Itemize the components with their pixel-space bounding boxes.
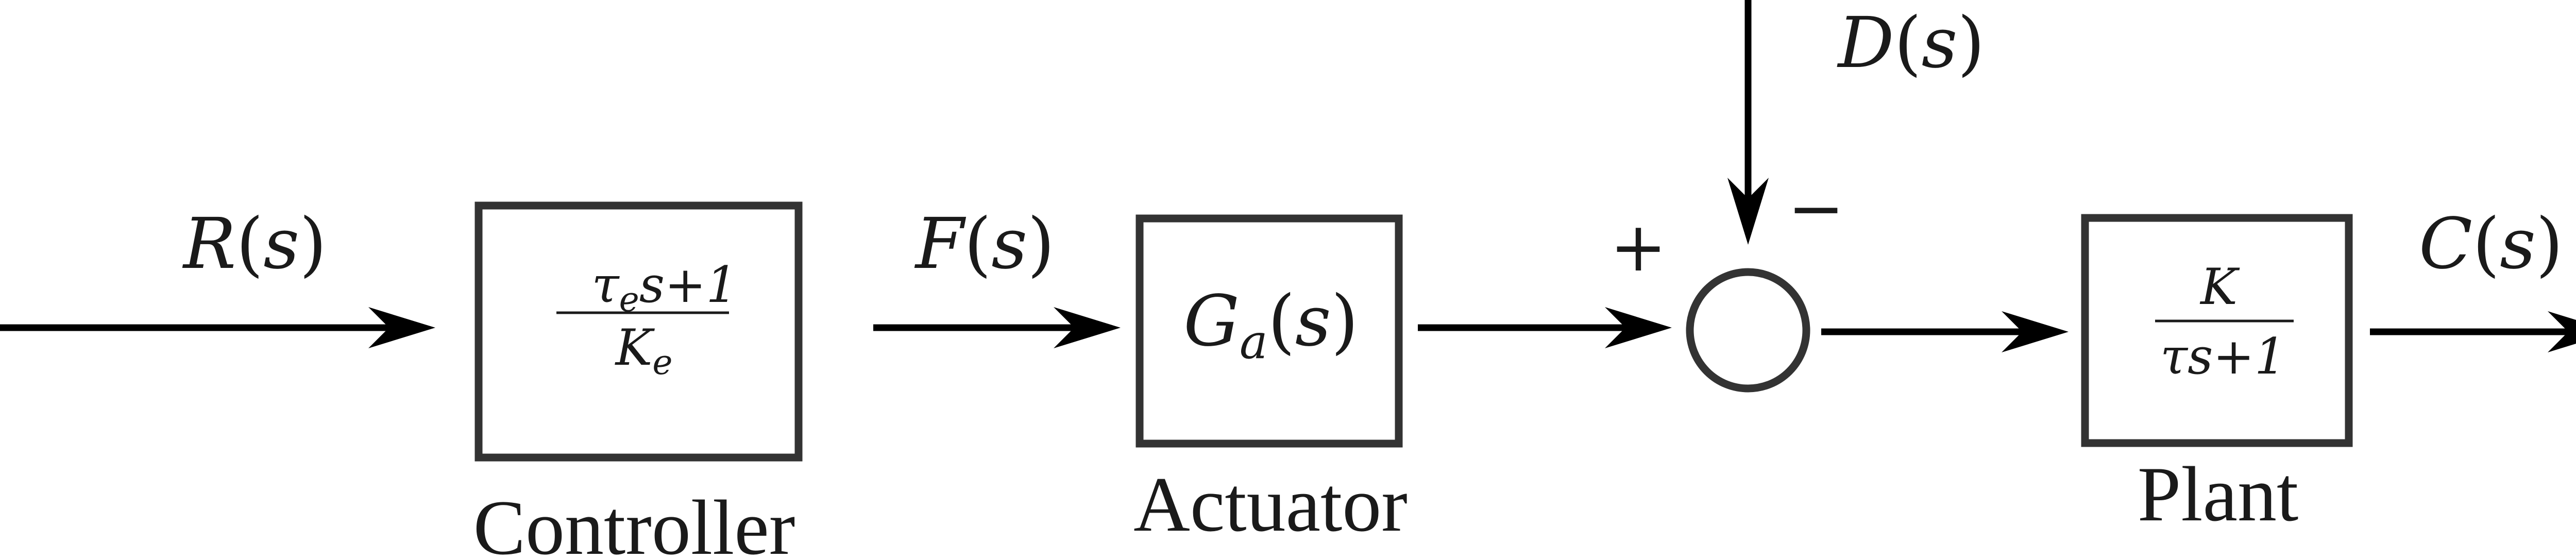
plant-denominator: τs+1 — [2160, 328, 2286, 385]
plant-block — [2081, 214, 2353, 447]
controller-gain-K: K — [615, 319, 655, 377]
disturbance-arg: s — [1922, 3, 1958, 84]
junction-minus-sign: − — [1788, 169, 1845, 248]
actuator-arg: s — [1295, 281, 1331, 362]
output-signal-label: C(s) — [2419, 204, 2563, 285]
actuator-G: G — [1183, 281, 1240, 362]
svg-text:τes+1: τes+1 — [592, 256, 738, 319]
controller-to-actuator-arrow — [873, 307, 1121, 348]
actuator-transfer-function: Ga(s) — [1183, 281, 1358, 369]
controller-tau: τ — [592, 256, 620, 314]
feedforward-arg: s — [991, 204, 1027, 285]
summing-junction — [1686, 268, 1810, 393]
junction-to-plant-arrow — [1821, 311, 2069, 352]
controller-block — [474, 201, 803, 462]
controller-numerator-rest: s+1 — [639, 256, 738, 314]
disturbance-arrow — [1727, 0, 1769, 245]
plant-numerator: K — [2199, 258, 2240, 316]
reference-fn: R — [182, 204, 236, 285]
disturbance-signal-label: D(s) — [1837, 3, 1985, 84]
feedforward-signal-label: F(s) — [914, 204, 1055, 285]
controller-transfer-function: τes+1 Ke — [556, 256, 737, 382]
controller-gain-subscript: e — [652, 343, 672, 382]
actuator-block — [1136, 214, 1403, 448]
output-fn: C — [2419, 204, 2472, 285]
svg-text:Ke: Ke — [615, 319, 673, 382]
reference-signal-label: R(s) — [182, 204, 327, 285]
junction-plus-sign: + — [1610, 208, 1667, 287]
input-arrow — [0, 307, 435, 348]
plant-caption: Plant — [2138, 451, 2298, 537]
plant-transfer-function: K τs+1 — [2155, 258, 2294, 385]
output-arrow — [2370, 311, 2576, 352]
actuator-subscript: a — [1240, 314, 1268, 369]
feedforward-fn: F — [914, 204, 967, 285]
reference-arg: s — [263, 204, 299, 285]
actuator-caption: Actuator — [1133, 461, 1408, 548]
disturbance-fn: D — [1837, 3, 1894, 84]
controller-caption: Controller — [473, 484, 795, 559]
output-arg: s — [2500, 204, 2536, 285]
actuator-to-junction-arrow — [1418, 307, 1672, 348]
